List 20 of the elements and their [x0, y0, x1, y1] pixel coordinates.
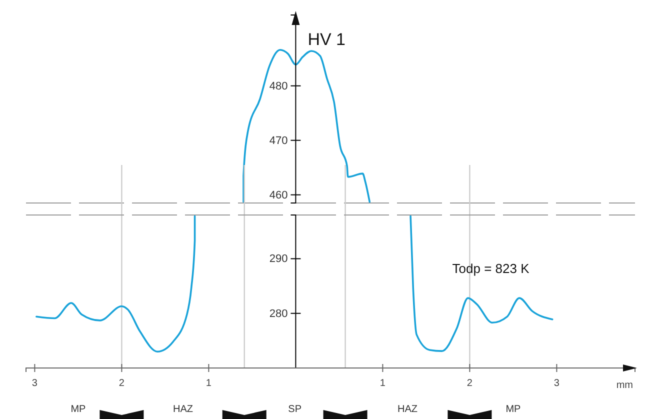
x-tick-label: 2 [466, 378, 473, 389]
y-axis-title: HV 1 [308, 30, 346, 49]
annotation: Todp = 823 K [452, 261, 530, 276]
x-tick-label: 3 [554, 378, 560, 389]
text: HAZ [397, 404, 418, 415]
x-tick-label: 1 [380, 378, 386, 389]
text: MP [506, 404, 522, 415]
y-tick-label: 280 [269, 308, 288, 320]
x-tick-label: 3 [32, 378, 38, 389]
x-axis-title: mm [616, 380, 633, 391]
text: SP [288, 404, 302, 415]
y-tick-label: 480 [269, 80, 288, 92]
text: MP [70, 404, 86, 415]
line-series [242, 48, 371, 203]
x-tick-label: 2 [118, 378, 125, 389]
y-tick-label: 290 [269, 253, 288, 266]
x-tick-label: 1 [206, 378, 212, 389]
y-tick-label: 470 [269, 134, 288, 147]
text: HAZ [173, 404, 194, 415]
y-tick-label: 460 [269, 189, 288, 202]
